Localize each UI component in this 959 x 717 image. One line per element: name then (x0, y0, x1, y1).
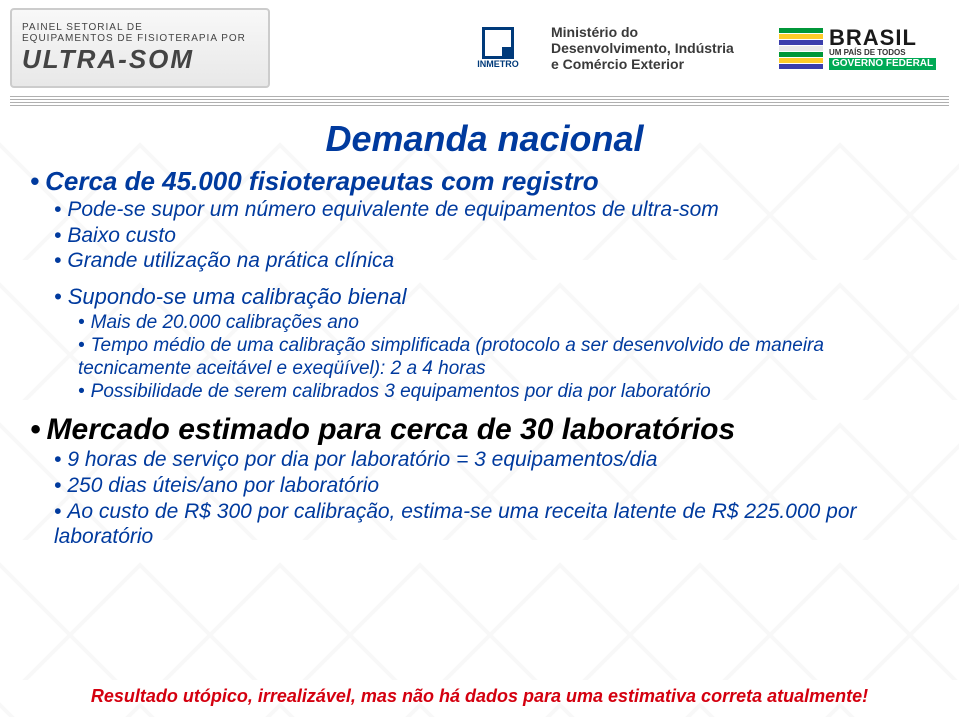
logo-brasil: BRASIL UM PAÍS DE TODOS GOVERNO FEDERAL (779, 13, 949, 83)
block2-item: Possibilidade de serem calibrados 3 equi… (78, 380, 939, 403)
ministry-l3: e Comércio Exterior (551, 56, 761, 72)
block2-item: Tempo médio de uma calibração simplifica… (78, 334, 939, 380)
block1-item: Grande utilização na prática clínica (54, 248, 939, 274)
block1-item: Baixo custo (54, 223, 939, 249)
block3-heading: Mercado estimado para cerca de 30 labora… (30, 413, 939, 447)
block3-item: 250 dias úteis/ano por laboratório (54, 473, 939, 499)
brasil-tag2: GOVERNO FEDERAL (829, 58, 936, 70)
panel-line2: EQUIPAMENTOS DE FISIOTERAPIA POR (22, 33, 258, 44)
footer-note: Resultado utópico, irrealizável, mas não… (0, 686, 959, 707)
block2-item: Mais de 20.000 calibrações ano (78, 311, 939, 334)
logo-inmetro: INMETRO (463, 13, 533, 83)
logo-ultrasom-panel: PAINEL SETORIAL DE EQUIPAMENTOS DE FISIO… (10, 8, 270, 88)
ministry-block: Ministério do Desenvolvimento, Indústria… (551, 24, 761, 72)
block3-item: 9 horas de serviço por dia por laboratór… (54, 447, 939, 473)
block3-item: Ao custo de R$ 300 por calibração, estim… (54, 499, 939, 550)
panel-line1: PAINEL SETORIAL DE (22, 22, 258, 33)
block2-heading: Supondo-se uma calibração bienal (54, 284, 939, 311)
header: PAINEL SETORIAL DE EQUIPAMENTOS DE FISIO… (0, 0, 959, 92)
brasil-tag1: UM PAÍS DE TODOS (829, 49, 936, 57)
flag-icon (779, 27, 823, 69)
panel-line3: ULTRA-SOM (22, 44, 258, 75)
brasil-word: BRASIL (829, 27, 936, 49)
inmetro-label: INMETRO (477, 59, 519, 69)
inmetro-icon (482, 27, 514, 59)
ministry-l1: Ministério do (551, 24, 761, 40)
header-divider (10, 96, 949, 106)
slide-title: Demanda nacional (30, 118, 939, 160)
block1-item: Pode-se supor um número equivalente de e… (54, 197, 939, 223)
brasil-text: BRASIL UM PAÍS DE TODOS GOVERNO FEDERAL (829, 27, 936, 70)
block1-heading: Cerca de 45.000 fisioterapeutas com regi… (30, 166, 939, 197)
slide-content: Demanda nacional Cerca de 45.000 fisiote… (0, 112, 959, 550)
ministry-l2: Desenvolvimento, Indústria (551, 40, 761, 56)
